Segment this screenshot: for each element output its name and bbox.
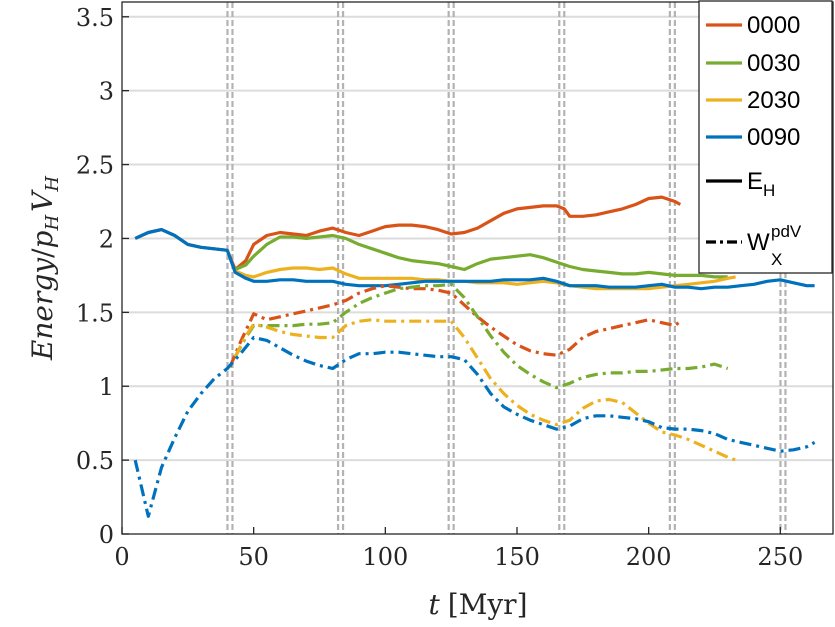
y-tick-label: 1 [99,373,114,401]
series-line-0030-wx-pdv [233,282,729,390]
y-tick-label: 2.5 [76,152,114,180]
series-line-0090-eh [134,228,815,291]
x-tick-label: 150 [494,543,540,571]
y-axis-label: Energy/pHVH [26,176,63,361]
legend-label-wx: W [747,229,770,256]
legend-label-2030: 2030 [747,87,800,114]
y-tick-label: 3 [99,78,114,106]
series-line-2030-wx-pdv [233,318,737,462]
x-tick-label: 50 [238,543,269,571]
series-lines [133,195,816,518]
x-tick-label: 100 [362,543,408,571]
series-line-0030-eh [234,233,728,279]
x-tick-label: 250 [757,543,803,571]
plot-frame [121,1,834,535]
legend-label-wx-sub: X [771,250,782,269]
y-tick-label: 2 [99,225,114,253]
x-axis-unit: [Myr] [448,588,528,621]
series-line-0000-wx-pdv [228,284,682,368]
series-line-0090-wx-pdv [133,335,816,518]
x-tick-label: 0 [114,543,129,571]
legend-label-0030: 0030 [747,50,800,77]
legend: 0000 0030 2030 0090 EH W pdV X [698,0,833,274]
x-axis-label: t [Myr] [429,588,528,621]
y-axis-ticks: 0 0.5 1 1.5 2 2.5 3 3.5 [76,4,129,549]
y-tick-label: 0 [99,521,114,549]
legend-label-0090: 0090 [747,124,800,151]
legend-label-0000: 0000 [747,12,800,39]
y-tick-label: 3.5 [76,4,114,32]
legend-label-wx-sup: pdV [771,222,802,241]
y-tick-label: 1.5 [76,299,114,327]
x-axis-symbol: t [429,588,441,621]
x-axis-ticks: 0 50 100 150 200 250 [114,527,803,571]
y-tick-label: 0.5 [76,447,114,475]
legend-label-eh: EH [747,168,775,200]
x-tick-label: 200 [626,543,672,571]
